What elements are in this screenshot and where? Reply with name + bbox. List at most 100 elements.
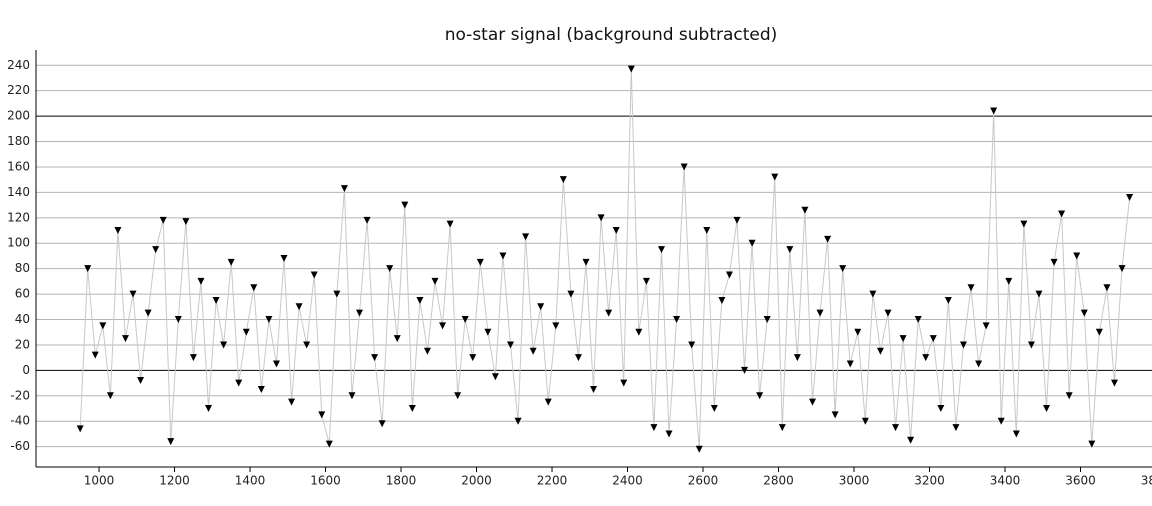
data-point bbox=[371, 354, 379, 362]
data-point bbox=[1065, 392, 1073, 400]
data-point bbox=[257, 385, 265, 393]
y-tick-label: 80 bbox=[15, 261, 30, 275]
data-point bbox=[937, 405, 945, 413]
data-point bbox=[733, 216, 741, 224]
data-point bbox=[907, 436, 915, 444]
y-tick-label: 120 bbox=[7, 210, 30, 224]
data-point bbox=[310, 271, 318, 279]
data-point bbox=[824, 235, 832, 243]
data-point bbox=[288, 398, 296, 406]
data-point bbox=[159, 216, 167, 224]
data-point bbox=[197, 277, 205, 285]
x-tick-label: 1600 bbox=[310, 474, 341, 488]
y-tick-label: 160 bbox=[7, 159, 30, 173]
data-point bbox=[235, 379, 243, 387]
y-tick-label: 20 bbox=[15, 337, 30, 351]
x-tick-label: 2400 bbox=[612, 474, 643, 488]
data-point bbox=[703, 227, 711, 235]
data-point bbox=[793, 354, 801, 362]
data-point bbox=[356, 309, 364, 317]
data-point bbox=[499, 252, 507, 260]
data-point bbox=[506, 341, 514, 349]
data-point bbox=[84, 265, 92, 273]
data-point bbox=[272, 360, 280, 368]
data-point bbox=[454, 392, 462, 400]
data-point bbox=[763, 316, 771, 324]
data-point bbox=[695, 445, 703, 453]
data-point bbox=[446, 220, 454, 228]
data-point bbox=[250, 284, 258, 292]
data-point bbox=[121, 335, 129, 343]
x-tick-label: 2800 bbox=[763, 474, 794, 488]
data-point bbox=[265, 316, 273, 324]
data-point bbox=[929, 335, 937, 343]
data-point bbox=[1095, 328, 1103, 336]
data-point bbox=[167, 438, 175, 446]
data-point bbox=[786, 246, 794, 254]
data-point bbox=[1088, 440, 1096, 448]
data-point bbox=[1027, 341, 1035, 349]
data-point bbox=[469, 354, 477, 362]
data-point bbox=[137, 377, 145, 385]
data-point bbox=[1005, 277, 1013, 285]
y-tick-label: 240 bbox=[7, 58, 30, 72]
data-point bbox=[778, 424, 786, 432]
data-point bbox=[756, 392, 764, 400]
data-point bbox=[333, 290, 341, 298]
data-point bbox=[620, 379, 628, 387]
y-tick-label: 220 bbox=[7, 83, 30, 97]
data-point bbox=[884, 309, 892, 317]
data-point bbox=[1110, 379, 1118, 387]
data-point bbox=[590, 385, 598, 393]
data-point bbox=[182, 218, 190, 226]
data-point bbox=[801, 206, 809, 214]
data-point bbox=[91, 351, 99, 359]
data-point bbox=[144, 309, 152, 317]
data-point bbox=[582, 258, 590, 266]
data-point bbox=[378, 420, 386, 428]
data-point bbox=[914, 316, 922, 324]
data-point bbox=[408, 405, 416, 413]
data-point bbox=[76, 425, 84, 433]
data-point bbox=[854, 328, 862, 336]
data-point bbox=[982, 322, 990, 330]
x-tick-label: 1000 bbox=[84, 474, 115, 488]
y-tick-label: -60 bbox=[10, 439, 30, 453]
x-tick-label: 3400 bbox=[990, 474, 1021, 488]
data-point bbox=[152, 246, 160, 254]
data-point bbox=[114, 227, 122, 235]
data-point bbox=[899, 335, 907, 343]
data-point bbox=[1043, 405, 1051, 413]
y-tick-label: -20 bbox=[10, 388, 30, 402]
data-point bbox=[537, 303, 545, 311]
data-point bbox=[673, 316, 681, 324]
x-tick-label: 3800 bbox=[1141, 474, 1152, 488]
data-point bbox=[771, 173, 779, 181]
data-point bbox=[831, 411, 839, 419]
data-point bbox=[340, 185, 348, 193]
data-point bbox=[869, 290, 877, 298]
data-point bbox=[529, 347, 537, 355]
data-point bbox=[1103, 284, 1111, 292]
data-point bbox=[657, 246, 665, 254]
data-point bbox=[1126, 193, 1134, 201]
data-point bbox=[922, 354, 930, 362]
data-point bbox=[710, 405, 718, 413]
x-tick-label: 2000 bbox=[461, 474, 492, 488]
data-point bbox=[567, 290, 575, 298]
data-point bbox=[990, 107, 998, 115]
data-point bbox=[227, 258, 235, 266]
data-point bbox=[386, 265, 394, 273]
data-point bbox=[325, 440, 333, 448]
data-point bbox=[642, 277, 650, 285]
data-point bbox=[944, 296, 952, 304]
data-point bbox=[605, 309, 613, 317]
data-point bbox=[665, 430, 673, 438]
data-point bbox=[439, 322, 447, 330]
data-point bbox=[303, 341, 311, 349]
x-tick-label: 1200 bbox=[159, 474, 190, 488]
x-tick-label: 1400 bbox=[235, 474, 266, 488]
data-point bbox=[212, 296, 220, 304]
data-point bbox=[280, 255, 288, 262]
